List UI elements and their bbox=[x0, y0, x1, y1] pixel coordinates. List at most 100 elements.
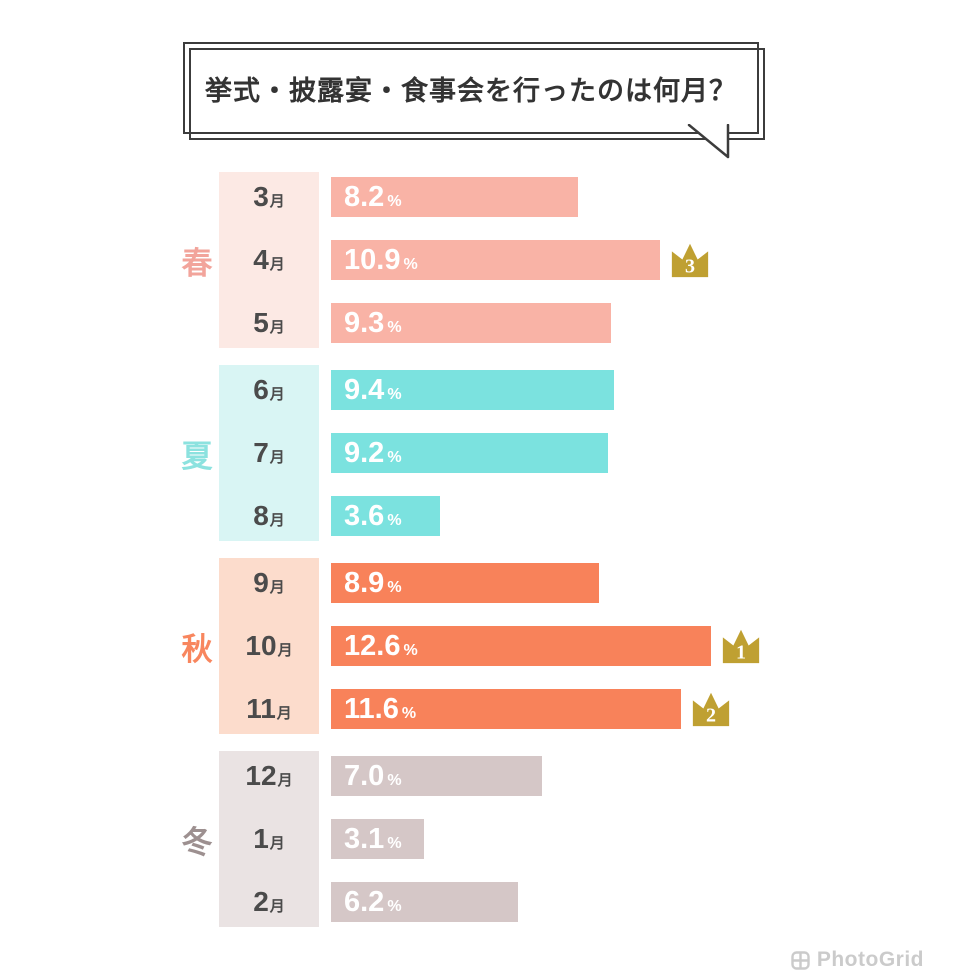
value-bar: 8.2% bbox=[331, 177, 579, 217]
photogrid-icon bbox=[791, 950, 810, 970]
percent-sign: % bbox=[387, 319, 402, 336]
percent-sign: % bbox=[403, 256, 418, 273]
value-label: 9.4% bbox=[344, 370, 402, 410]
value-number: 9.4 bbox=[344, 374, 385, 406]
month-label: 1月 bbox=[219, 819, 319, 859]
value-bar: 12.6% bbox=[331, 626, 711, 666]
value-bar: 10.9% bbox=[331, 240, 660, 280]
photogrid-watermark: PhotoGrid bbox=[791, 948, 924, 972]
month-label-strip: 9月 10月 11月 bbox=[219, 558, 319, 734]
month-suffix: 月 bbox=[269, 512, 285, 529]
svg-text:2: 2 bbox=[706, 704, 716, 726]
bar-column: 8.9% 12.6% 1 11.6% 2 bbox=[331, 558, 764, 734]
month-label: 7月 bbox=[219, 433, 319, 473]
bar-row: 12.6% 1 bbox=[331, 626, 764, 666]
percent-sign: % bbox=[387, 386, 402, 403]
month-suffix: 月 bbox=[269, 835, 285, 852]
rank-crown-icon: 2 bbox=[688, 688, 734, 730]
chart-title: 挙式・披露宴・食事会を行ったのは何月？ bbox=[205, 75, 737, 106]
bar-row: 3.6% bbox=[331, 496, 614, 536]
season-label: 冬 bbox=[181, 824, 213, 860]
bar-row: 8.2% bbox=[331, 177, 713, 217]
value-bar: 8.9% bbox=[331, 563, 600, 603]
bar-row: 9.3% bbox=[331, 303, 713, 343]
percent-sign: % bbox=[403, 642, 418, 659]
month-suffix: 月 bbox=[269, 898, 285, 915]
bar-column: 8.2% 10.9% 3 9.3% bbox=[331, 172, 713, 348]
month-number: 7 bbox=[253, 437, 269, 468]
season-group: 春 3月 4月 5月 8.2% 10.9% 3 9.3% bbox=[175, 172, 764, 348]
season-group: 夏 6月 7月 8月 9.4% 9.2% 3.6% bbox=[175, 365, 764, 541]
month-label: 9月 bbox=[219, 563, 319, 603]
month-number: 4 bbox=[253, 244, 269, 275]
svg-text:1: 1 bbox=[736, 641, 746, 663]
value-number: 10.9 bbox=[344, 244, 401, 276]
value-label: 11.6% bbox=[344, 689, 416, 729]
season-label: 春 bbox=[181, 245, 213, 281]
percent-sign: % bbox=[387, 898, 402, 915]
month-number: 6 bbox=[253, 374, 269, 405]
rank-crown-icon: 1 bbox=[718, 625, 764, 667]
percent-sign: % bbox=[387, 512, 402, 529]
month-label: 12月 bbox=[219, 756, 319, 796]
month-label: 10月 bbox=[219, 626, 319, 666]
bar-column: 7.0% 3.1% 6.2% bbox=[331, 751, 543, 927]
month-label: 2月 bbox=[219, 882, 319, 922]
value-label: 8.2% bbox=[344, 177, 402, 217]
month-suffix: 月 bbox=[269, 319, 285, 336]
month-suffix: 月 bbox=[277, 772, 293, 789]
percent-sign: % bbox=[387, 835, 402, 852]
season-group: 冬 12月 1月 2月 7.0% 3.1% 6.2% bbox=[175, 751, 764, 927]
percent-sign: % bbox=[387, 449, 402, 466]
value-bar: 6.2% bbox=[331, 882, 518, 922]
value-number: 11.6 bbox=[344, 693, 399, 725]
month-suffix: 月 bbox=[269, 193, 285, 210]
month-number: 10 bbox=[245, 630, 277, 661]
month-number: 11 bbox=[246, 693, 276, 724]
month-number: 3 bbox=[253, 181, 269, 212]
title-box: 挙式・披露宴・食事会を行ったのは何月？ bbox=[183, 42, 765, 159]
bar-row: 9.4% bbox=[331, 370, 615, 410]
percent-sign: % bbox=[401, 705, 417, 722]
bar-row: 10.9% 3 bbox=[331, 240, 713, 280]
bar-row: 9.2% bbox=[331, 433, 614, 473]
percent-sign: % bbox=[387, 193, 402, 210]
value-label: 6.2% bbox=[344, 882, 402, 922]
value-label: 10.9% bbox=[344, 240, 418, 280]
month-number: 5 bbox=[253, 307, 269, 338]
value-label: 12.6% bbox=[344, 626, 418, 666]
value-number: 3.1 bbox=[344, 823, 385, 855]
value-bar: 9.3% bbox=[331, 303, 612, 343]
seasonal-bar-chart: 春 3月 4月 5月 8.2% 10.9% 3 9.3% 夏 6月 7月 8月 9.4% 9.2% 3.6%… bbox=[175, 172, 764, 927]
month-number: 9 bbox=[253, 567, 269, 598]
value-number: 12.6 bbox=[344, 630, 401, 662]
bar-row: 6.2% bbox=[331, 882, 542, 922]
month-suffix: 月 bbox=[269, 449, 285, 466]
bar-row: 11.6% 2 bbox=[331, 689, 764, 729]
value-label: 7.0% bbox=[344, 756, 402, 796]
month-label: 4月 bbox=[219, 240, 319, 280]
value-bar: 3.1% bbox=[331, 819, 425, 859]
rank-crown-icon: 3 bbox=[667, 239, 713, 281]
value-bar: 3.6% bbox=[331, 496, 440, 536]
bar-column: 9.4% 9.2% 3.6% bbox=[331, 365, 615, 541]
percent-sign: % bbox=[387, 772, 402, 789]
season-label: 秋 bbox=[181, 631, 213, 667]
month-number: 12 bbox=[245, 760, 277, 791]
month-label: 3月 bbox=[219, 177, 319, 217]
bar-row: 7.0% bbox=[331, 756, 543, 796]
month-label-strip: 3月 4月 5月 bbox=[219, 172, 319, 348]
value-label: 8.9% bbox=[344, 563, 402, 603]
month-label: 6月 bbox=[219, 370, 319, 410]
watermark-label: PhotoGrid bbox=[816, 948, 924, 971]
value-number: 9.3 bbox=[344, 307, 385, 339]
month-number: 1 bbox=[253, 823, 269, 854]
month-suffix: 月 bbox=[269, 579, 285, 596]
month-suffix: 月 bbox=[276, 705, 292, 722]
value-number: 8.2 bbox=[344, 181, 385, 213]
value-bar: 9.4% bbox=[331, 370, 615, 410]
value-label: 3.1% bbox=[344, 819, 402, 859]
season-group: 秋 9月 10月 11月 8.9% 12.6% 1 11.6% 2 bbox=[175, 558, 764, 734]
month-number: 8 bbox=[253, 500, 269, 531]
bar-row: 3.1% bbox=[331, 819, 542, 859]
